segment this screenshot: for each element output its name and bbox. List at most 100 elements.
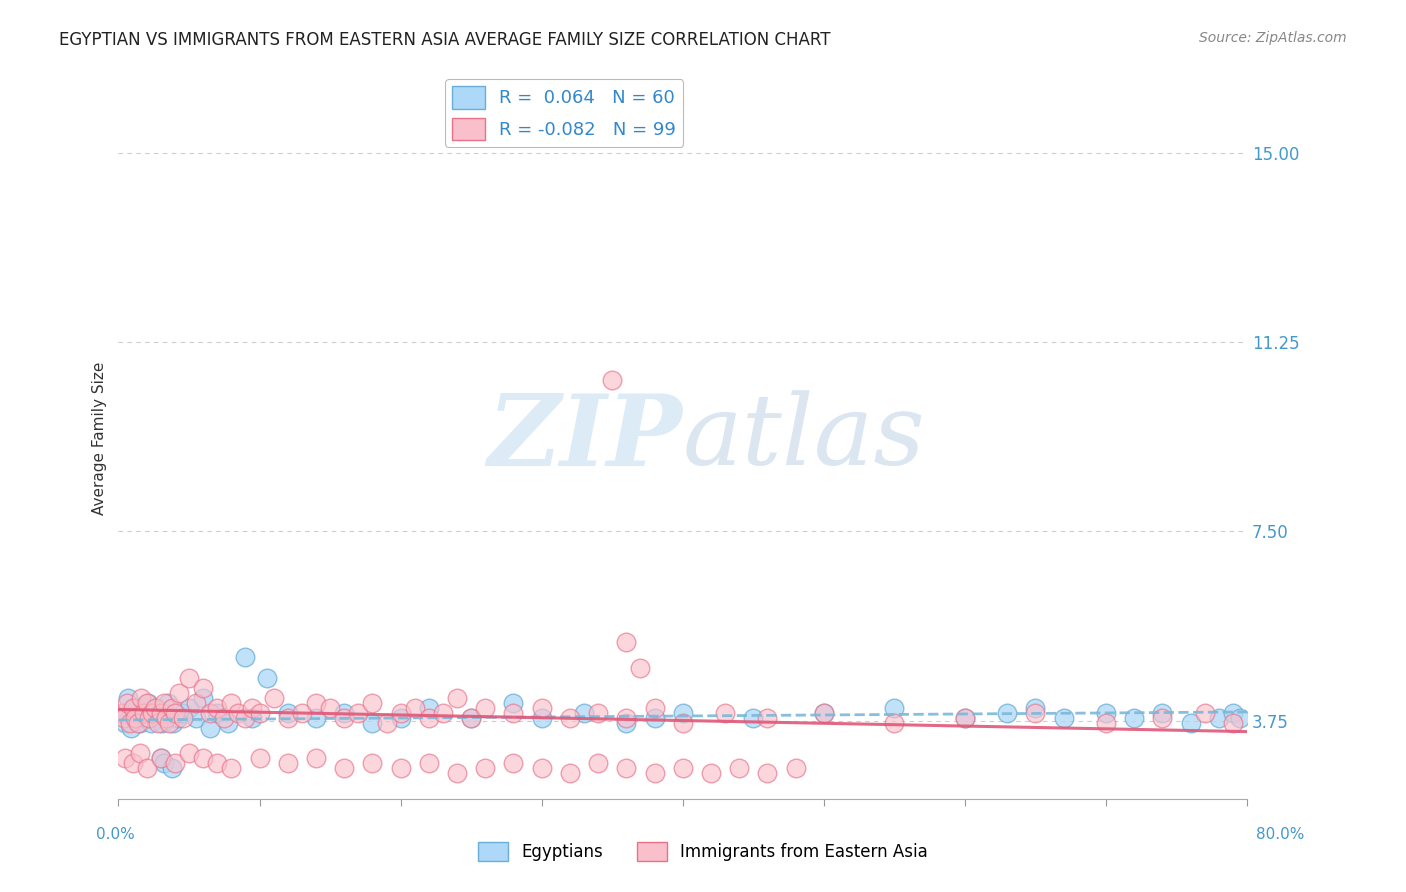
- Point: [142, 706, 165, 720]
- Point: [146, 716, 169, 731]
- Point: [418, 711, 440, 725]
- Point: [813, 706, 835, 720]
- Point: [177, 701, 200, 715]
- Point: [1222, 706, 1244, 720]
- Point: [404, 701, 426, 715]
- Point: [157, 716, 180, 731]
- Text: EGYPTIAN VS IMMIGRANTS FROM EASTERN ASIA AVERAGE FAMILY SIZE CORRELATION CHART: EGYPTIAN VS IMMIGRANTS FROM EASTERN ASIA…: [59, 31, 831, 49]
- Point: [361, 756, 384, 771]
- Point: [586, 756, 609, 771]
- Point: [112, 711, 135, 725]
- Text: atlas: atlas: [683, 391, 925, 486]
- Point: [1123, 711, 1146, 725]
- Point: [152, 756, 174, 771]
- Point: [191, 681, 214, 695]
- Point: [120, 721, 142, 735]
- Point: [644, 711, 666, 725]
- Point: [212, 711, 235, 725]
- Point: [305, 751, 328, 765]
- Point: [389, 711, 412, 725]
- Legend: R =  0.064   N = 60, R = -0.082   N = 99: R = 0.064 N = 60, R = -0.082 N = 99: [446, 79, 683, 147]
- Point: [184, 696, 207, 710]
- Point: [256, 671, 278, 685]
- Point: [172, 711, 194, 725]
- Point: [191, 751, 214, 765]
- Point: [700, 766, 723, 780]
- Point: [121, 756, 143, 771]
- Point: [361, 696, 384, 710]
- Point: [672, 761, 695, 775]
- Point: [305, 711, 328, 725]
- Point: [614, 635, 637, 649]
- Point: [135, 696, 157, 710]
- Point: [148, 711, 170, 725]
- Point: [586, 706, 609, 720]
- Point: [1024, 706, 1046, 720]
- Point: [432, 706, 454, 720]
- Point: [1024, 701, 1046, 715]
- Point: [630, 660, 652, 674]
- Text: 80.0%: 80.0%: [1257, 827, 1305, 841]
- Point: [191, 690, 214, 705]
- Point: [172, 706, 194, 720]
- Point: [228, 706, 250, 720]
- Point: [111, 706, 134, 720]
- Point: [1229, 711, 1251, 725]
- Point: [502, 706, 524, 720]
- Point: [1095, 716, 1118, 731]
- Point: [221, 761, 243, 775]
- Point: [756, 711, 779, 725]
- Point: [644, 701, 666, 715]
- Point: [813, 706, 835, 720]
- Point: [558, 766, 581, 780]
- Point: [1222, 716, 1244, 731]
- Point: [460, 711, 482, 725]
- Point: [672, 716, 695, 731]
- Point: [159, 711, 181, 725]
- Point: [361, 716, 384, 731]
- Point: [153, 706, 176, 720]
- Point: [249, 751, 271, 765]
- Point: [502, 756, 524, 771]
- Point: [205, 756, 228, 771]
- Point: [756, 766, 779, 780]
- Point: [198, 706, 221, 720]
- Point: [166, 711, 188, 725]
- Point: [883, 701, 905, 715]
- Point: [163, 706, 186, 720]
- Text: Source: ZipAtlas.com: Source: ZipAtlas.com: [1199, 31, 1347, 45]
- Point: [156, 696, 179, 710]
- Point: [121, 701, 143, 715]
- Point: [375, 716, 398, 731]
- Point: [114, 751, 136, 765]
- Point: [249, 706, 271, 720]
- Point: [1152, 711, 1174, 725]
- Point: [118, 716, 141, 731]
- Text: ZIP: ZIP: [488, 390, 683, 486]
- Point: [117, 690, 139, 705]
- Point: [614, 761, 637, 775]
- Point: [131, 706, 153, 720]
- Point: [1180, 716, 1202, 731]
- Text: 0.0%: 0.0%: [96, 827, 135, 841]
- Point: [1095, 706, 1118, 720]
- Point: [277, 706, 299, 720]
- Point: [418, 756, 440, 771]
- Point: [235, 650, 257, 665]
- Point: [530, 711, 553, 725]
- Point: [953, 711, 976, 725]
- Point: [785, 761, 807, 775]
- Point: [149, 751, 172, 765]
- Point: [143, 701, 166, 715]
- Y-axis label: Average Family Size: Average Family Size: [93, 361, 107, 515]
- Point: [160, 701, 183, 715]
- Point: [502, 696, 524, 710]
- Point: [291, 706, 314, 720]
- Point: [333, 711, 356, 725]
- Point: [263, 690, 285, 705]
- Point: [128, 716, 150, 731]
- Point: [600, 373, 623, 387]
- Point: [728, 761, 751, 775]
- Point: [1194, 706, 1216, 720]
- Point: [152, 696, 174, 710]
